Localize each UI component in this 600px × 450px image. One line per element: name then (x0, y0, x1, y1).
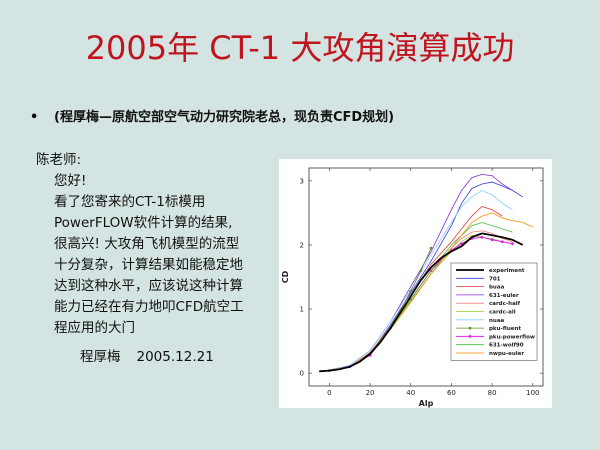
legend: experiment 701 buaa 631-euler cardc-half card… (450, 262, 538, 361)
series-line-nuaa (329, 189, 513, 371)
legend-entry: nwpu-euler (489, 351, 524, 357)
series-line-pku-fluent (329, 247, 432, 371)
letter-signature: 程厚梅 (80, 349, 121, 365)
x-tick-label: 0 (327, 389, 331, 397)
y-axis-label: CD (281, 270, 290, 283)
data-point-pku-powerflow (500, 240, 504, 244)
data-point-pku-powerflow (480, 235, 484, 239)
bullet-line: • (程厚梅—原航空部空气动力研究院老总，现负责CFD规划) (30, 106, 394, 125)
x-tick-label: 40 (406, 389, 415, 397)
letter-greeting: 您好! (54, 173, 87, 189)
x-tick-label: 60 (447, 389, 456, 397)
legend-entry: experiment (489, 268, 525, 274)
letter-salutation: 陈老师: (36, 152, 82, 168)
x-tick-label: 80 (488, 389, 497, 397)
data-point-pku-powerflow (460, 242, 464, 246)
data-point-pku-fluent (409, 289, 413, 293)
legend-entry: cardc-half (489, 301, 521, 307)
y-tick-label: 0 (300, 370, 304, 378)
legend-entry: buaa (489, 285, 505, 291)
data-point-pku-fluent (429, 246, 433, 250)
data-point-pku-powerflow (511, 242, 514, 246)
bullet-text: (程厚梅—原航空部空气动力研究院老总，现负责CFD规划) (54, 110, 395, 125)
cd-chart-svg: 0 20 40 60 80 100 0 1 2 3 Alp CD experiment 701 buaa 63… (281, 167, 544, 408)
letter-line: 能力已经在有力地叩CFD航空工 (54, 299, 244, 315)
letter-line: PowerFLOW软件计算的结果, (54, 215, 233, 231)
y-tick-label: 3 (300, 177, 304, 185)
series-line-buaa (329, 206, 503, 371)
legend-swatch-marker (468, 326, 472, 330)
bullet-marker: • (30, 110, 39, 125)
letter-line: 很高兴! 大攻角飞机模型的流型 (54, 236, 240, 252)
x-tick-label: 100 (526, 389, 539, 397)
legend-entry: 701 (489, 276, 501, 282)
data-point-pku-fluent (419, 269, 423, 272)
letter-date: 2005.12.21 (136, 349, 214, 365)
cd-chart: 0 20 40 60 80 100 0 1 2 3 Alp CD experiment 701 buaa 63… (279, 159, 552, 408)
plot-frame (308, 167, 544, 387)
letter-line: 看了您寄来的CT-1标模用 (54, 194, 206, 210)
legend-entry: nuaa (489, 318, 505, 324)
y-tick-label: 2 (300, 241, 304, 249)
legend-entry: 631-wolf90 (489, 343, 524, 349)
legend-swatch-marker (468, 335, 472, 338)
data-point-pku-powerflow (490, 238, 494, 242)
letter-line: 十分复杂，计算结果如能稳定地 (54, 257, 243, 273)
series-line-experiment (319, 232, 524, 373)
legend-entry: pku-fluent (489, 326, 521, 332)
letter-line: 达到这种水平，应该说这种计算 (54, 278, 243, 294)
letter-signature-line: 程厚梅 2005.12.21 (36, 347, 244, 368)
legend-entry: 631-euler (489, 293, 519, 299)
letter: 陈老师: 您好! 看了您寄来的CT-1标模用 PowerFLOW软件计算的结果,… (36, 150, 244, 368)
legend-entry: cardc-all (489, 310, 516, 316)
x-tick-label: 20 (366, 389, 375, 397)
x-axis-label: Alp (419, 399, 434, 408)
letter-line: 程应用的大门 (54, 320, 135, 336)
legend-entry: pku-powerflow (489, 334, 535, 340)
slide-title: 2005年 CT-1 大攻角演算成功 (85, 29, 515, 67)
y-tick-label: 1 (300, 306, 304, 314)
